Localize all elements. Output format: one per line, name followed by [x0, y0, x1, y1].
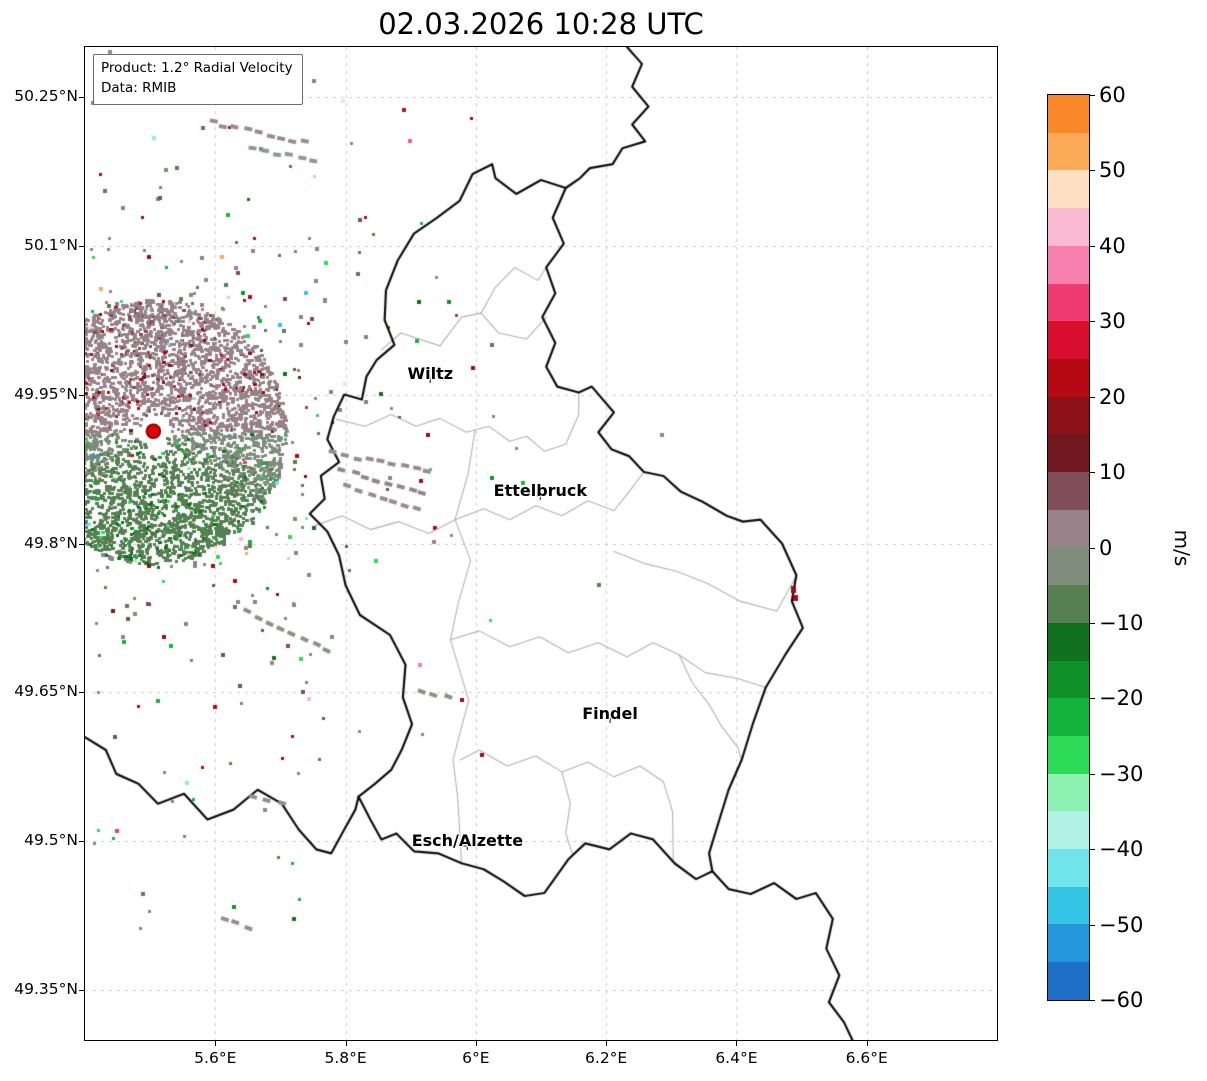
colorbar-tick-label: 0 — [1099, 535, 1113, 560]
x-tick-label: 6.2°E — [585, 1049, 628, 1067]
city-marker-wiltz: + Wiltz — [407, 363, 454, 387]
map-plot-area: Product: 1.2° Radial Velocity Data: RMIB… — [84, 46, 998, 1041]
x-tick-label: 5.6°E — [194, 1049, 237, 1067]
colorbar-tick-label: 30 — [1099, 309, 1126, 334]
city-marker-findel: + Findel — [582, 704, 638, 728]
colorbar-tick-mark — [1090, 321, 1095, 323]
colorbar-tick-label: −40 — [1099, 837, 1144, 862]
colorbar-tick-mark — [1090, 849, 1095, 851]
city-label: Wiltz — [407, 363, 454, 383]
colorbar-unit-label: m/s — [1170, 529, 1194, 567]
velocity-field-canvas — [85, 47, 997, 1040]
colorbar-band — [1048, 321, 1089, 359]
data-source-label: Data: RMIB — [101, 80, 177, 97]
city-marker-esch-alzette: + Esch/Alzette — [411, 831, 524, 855]
colorbar-band — [1048, 849, 1089, 887]
colorbar-tick-mark — [1090, 170, 1095, 172]
x-tick-mark — [606, 1041, 608, 1046]
colorbar-band — [1048, 660, 1089, 699]
x-tick-mark — [215, 1041, 217, 1046]
colorbar-band — [1048, 735, 1089, 774]
colorbar-band — [1048, 358, 1089, 397]
colorbar-tick-mark — [1090, 622, 1095, 624]
colorbar-band — [1048, 698, 1089, 736]
x-tick-label: 6.4°E — [715, 1049, 758, 1067]
colorbar — [1047, 94, 1090, 1001]
colorbar-band — [1048, 886, 1089, 925]
colorbar-tick-label: 10 — [1099, 460, 1126, 485]
colorbar-tick-label: −60 — [1099, 988, 1144, 1012]
y-tick-mark — [79, 245, 84, 247]
colorbar-tick-mark — [1090, 773, 1095, 775]
colorbar-tick-mark — [1090, 396, 1095, 398]
colorbar-tick-label: −30 — [1099, 761, 1144, 786]
x-tick-mark — [345, 1041, 347, 1046]
y-tick-mark — [79, 543, 84, 545]
y-tick-label: 49.65°N — [14, 682, 78, 701]
city-labels-layer: + Wiltz + Ettelbruck + Findel + Esch/Alzette — [85, 47, 997, 1040]
colorbar-band — [1048, 396, 1089, 435]
colorbar-band — [1048, 547, 1089, 586]
y-tick-mark — [79, 394, 84, 396]
x-tick-mark — [736, 1041, 738, 1046]
y-tick-mark — [79, 841, 84, 843]
colorbar-band — [1048, 811, 1089, 850]
colorbar-band — [1048, 434, 1089, 473]
colorbar-band — [1048, 170, 1089, 209]
city-label: Findel — [582, 704, 638, 724]
colorbar-band — [1048, 208, 1089, 246]
y-tick-label: 50.1°N — [24, 235, 78, 254]
colorbar-tick-label: −50 — [1099, 912, 1144, 937]
colorbar-tick-mark — [1090, 1000, 1095, 1001]
y-tick-mark — [79, 990, 84, 992]
colorbar-band — [1048, 283, 1089, 322]
x-tick-label: 6.6°E — [845, 1049, 888, 1067]
y-tick-label: 49.35°N — [14, 980, 78, 999]
colorbar-band — [1048, 622, 1089, 661]
colorbar-tick-label: 60 — [1099, 83, 1126, 107]
y-tick-label: 49.8°N — [24, 533, 78, 552]
colorbar-tick-label: 20 — [1099, 384, 1126, 409]
x-tick-mark — [475, 1041, 477, 1046]
city-label: Ettelbruck — [493, 480, 588, 500]
colorbar-band — [1048, 962, 1089, 1000]
colorbar-tick-label: −10 — [1099, 610, 1144, 635]
x-tick-label: 6°E — [462, 1049, 490, 1067]
product-label: Product: 1.2° Radial Velocity — [101, 60, 293, 76]
product-info-box: Product: 1.2° Radial Velocity Data: RMIB — [93, 54, 303, 105]
plot-title: 02.03.2026 10:28 UTC — [378, 7, 704, 41]
y-tick-label: 49.5°N — [24, 831, 78, 850]
colorbar-tick-label: −20 — [1099, 686, 1144, 711]
colorbar-tick-mark — [1090, 924, 1095, 926]
colorbar-tick-label: 40 — [1099, 233, 1126, 258]
colorbar-tick-mark — [1090, 547, 1095, 549]
colorbar-tick-mark — [1090, 472, 1095, 474]
colorbar-band — [1048, 95, 1089, 133]
y-tick-mark — [79, 96, 84, 98]
colorbar-tick-mark — [1090, 95, 1095, 96]
colorbar-tick-mark — [1090, 245, 1095, 247]
colorbar-band — [1048, 773, 1089, 812]
colorbar-band — [1048, 132, 1089, 171]
x-tick-mark — [866, 1041, 868, 1046]
y-tick-label: 50.25°N — [14, 86, 78, 105]
colorbar-tick-label: 50 — [1099, 158, 1126, 183]
colorbar-band — [1048, 245, 1089, 284]
colorbar-band — [1048, 585, 1089, 623]
y-tick-label: 49.95°N — [14, 384, 78, 403]
colorbar-band — [1048, 472, 1089, 510]
x-tick-label: 5.8°E — [324, 1049, 367, 1067]
colorbar-tick-mark — [1090, 698, 1095, 700]
city-marker-ettelbruck: + Ettelbruck — [493, 480, 588, 504]
city-label: Esch/Alzette — [411, 831, 524, 851]
colorbar-band — [1048, 509, 1089, 548]
colorbar-band — [1048, 924, 1089, 963]
y-tick-mark — [79, 692, 84, 694]
